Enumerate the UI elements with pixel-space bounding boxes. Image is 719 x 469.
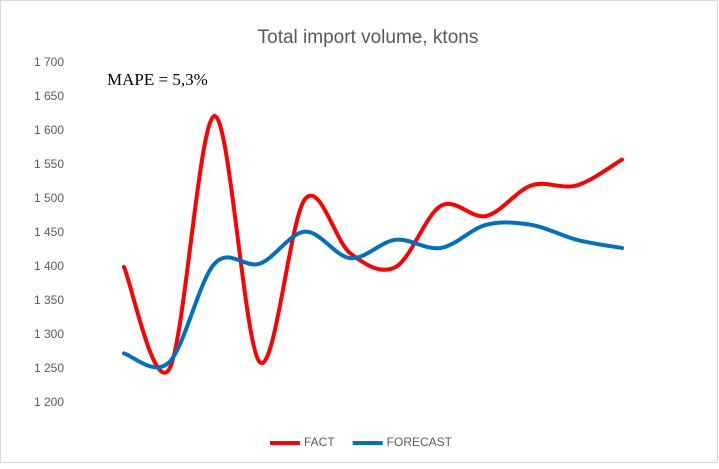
y-tick-label: 1 500	[34, 191, 64, 205]
series-line	[122, 114, 624, 375]
y-tick-label: 1 600	[34, 123, 64, 137]
y-tick-label: 1 700	[34, 55, 64, 69]
y-tick-label: 1 650	[34, 89, 64, 103]
y-tick-label: 1 350	[34, 293, 64, 307]
chart-title: Total import volume, ktons	[258, 27, 479, 48]
y-tick-label: 1 400	[34, 259, 64, 273]
legend-label: FACT	[304, 435, 335, 449]
series-line	[122, 220, 624, 370]
y-tick-label: 1 250	[34, 361, 64, 375]
y-tick-label: 1 200	[34, 395, 64, 409]
y-tick-label: 1 300	[34, 327, 64, 341]
annotation: MAPE = 5,3%	[107, 70, 208, 89]
y-tick-label: 1 450	[34, 225, 64, 239]
legend-label: FORECAST	[387, 435, 453, 449]
y-tick-label: 1 550	[34, 157, 64, 171]
